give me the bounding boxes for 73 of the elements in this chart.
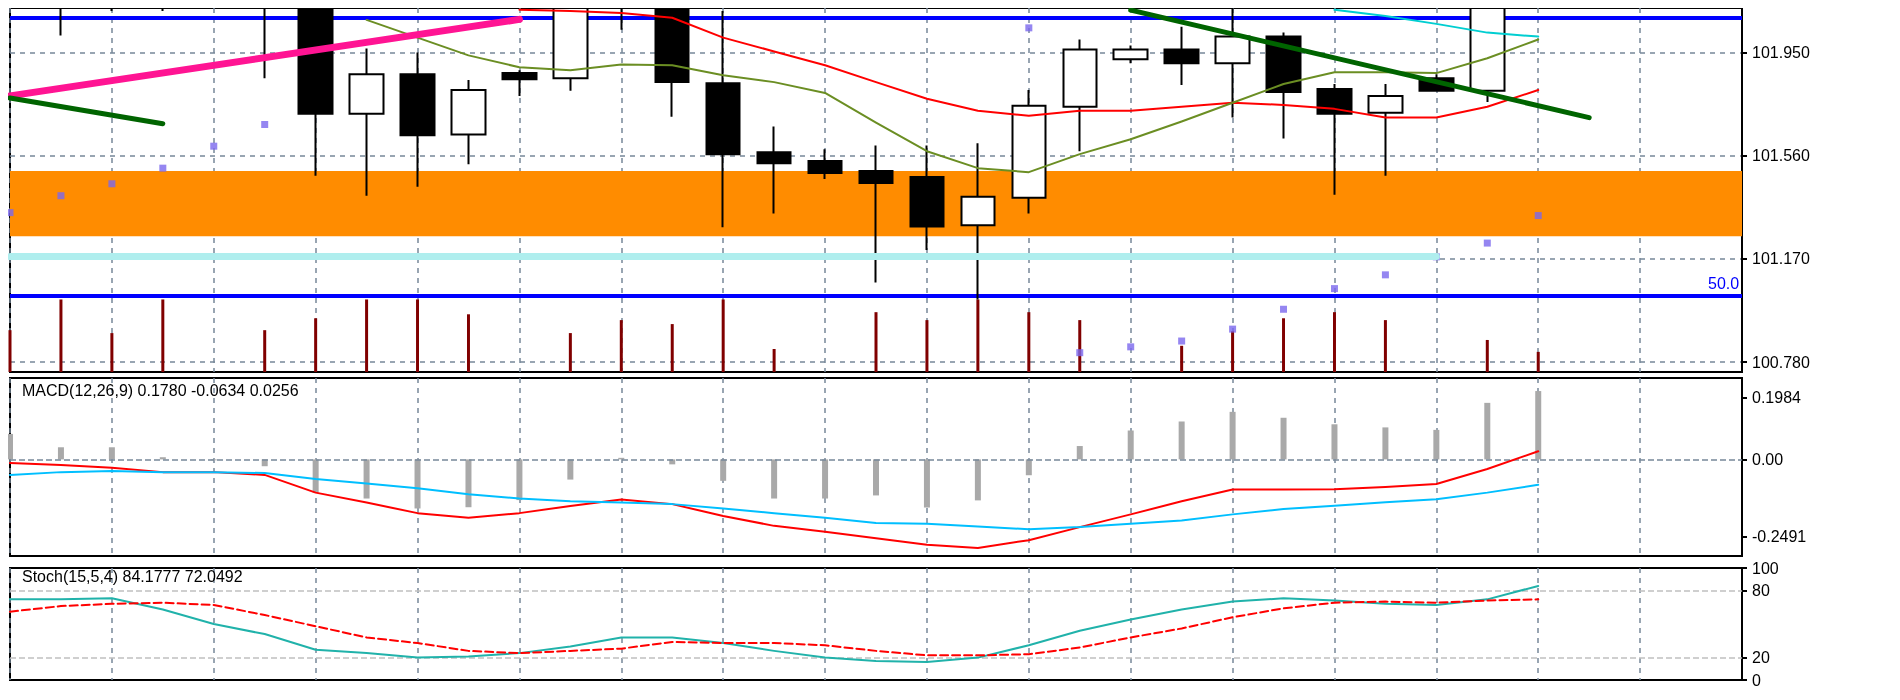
point: [261, 120, 269, 128]
candlestick: [1163, 25, 1200, 87]
bar: [1178, 421, 1185, 460]
candlestick: [807, 148, 843, 181]
bar: [1076, 446, 1083, 460]
point: [210, 142, 218, 150]
bar: [567, 459, 574, 480]
bar: [974, 459, 981, 501]
bar: [516, 459, 523, 501]
point: [108, 180, 116, 188]
bar: [414, 459, 421, 509]
bar: [363, 459, 370, 499]
point: [159, 164, 167, 172]
y-tick-label: 101.560: [1752, 147, 1810, 165]
point: [1280, 305, 1288, 313]
y-tick-label: 100.780: [1752, 353, 1810, 371]
bar: [1127, 430, 1134, 460]
point: [1381, 271, 1389, 279]
point: [57, 192, 65, 200]
y-tick-label: 101.950: [1752, 43, 1810, 61]
candlestick: [501, 69, 538, 97]
bar: [1382, 427, 1389, 460]
bar: [923, 459, 930, 508]
candlestick: [348, 47, 385, 197]
candlestick: [1367, 82, 1404, 177]
line-series: [365, 18, 1540, 174]
bar: [1484, 402, 1491, 460]
y-tick-label: 20: [1752, 649, 1770, 667]
point: [1178, 337, 1186, 345]
point: [1330, 285, 1338, 293]
point: [1534, 212, 1542, 220]
bar: [1280, 417, 1287, 460]
candlestick: [756, 125, 792, 215]
point: [1483, 239, 1491, 247]
y-tick-label: 80: [1752, 581, 1770, 599]
bar: [108, 447, 115, 460]
bar: [720, 459, 727, 481]
point: [1229, 325, 1237, 333]
bar: [1331, 424, 1338, 460]
candlestick: [450, 79, 487, 166]
point: [8, 209, 14, 217]
bar: [8, 433, 13, 460]
y-tick-label: 0.00: [1752, 450, 1784, 468]
bar: [771, 459, 778, 499]
y-tick-label: 100: [1752, 559, 1779, 577]
bar: [465, 459, 472, 508]
line-series: [9, 598, 1540, 657]
candlestick: [1112, 44, 1149, 65]
y-tick-label: -0.2491: [1752, 528, 1807, 546]
bar: [1535, 391, 1542, 460]
line-series: [9, 469, 1540, 531]
bar: [1433, 429, 1440, 460]
line-series: [9, 450, 1540, 549]
candlestick: [909, 144, 945, 251]
point: [1025, 24, 1033, 32]
candlestick: [858, 144, 894, 284]
bar: [1229, 411, 1236, 460]
point: [1127, 343, 1135, 351]
y-tick-label: 101.170: [1752, 250, 1810, 268]
annotation: 50.0: [1708, 274, 1740, 292]
line-series: [9, 584, 1540, 664]
candlestick: [1316, 82, 1353, 196]
annotation: MACD(12,26,9) 0.1780 -0.0634 0.0256: [22, 381, 299, 399]
line-series: [518, 8, 1540, 119]
candlestick: [1062, 38, 1098, 153]
line-series: [1333, 8, 1540, 38]
annotation: Stoch(15,5,4) 84.1777 72.0492: [22, 567, 243, 585]
y-tick-label: 0.1984: [1752, 389, 1802, 407]
y-tick-label: 0: [1752, 671, 1761, 689]
bar: [57, 447, 64, 460]
bar: [822, 459, 829, 499]
point: [1076, 349, 1084, 357]
bar: [873, 459, 879, 496]
